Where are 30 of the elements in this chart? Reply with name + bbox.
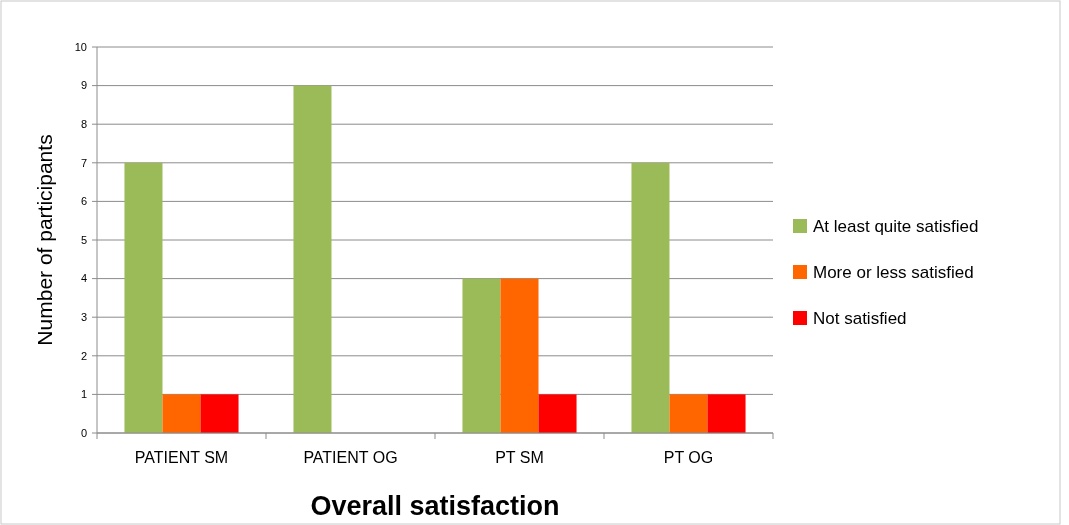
y-tick-label: 0 <box>80 426 87 439</box>
bar <box>162 394 201 433</box>
bar <box>707 394 746 433</box>
y-tick-label: 6 <box>80 195 87 208</box>
y-tick-label: 7 <box>80 156 87 169</box>
legend-label: At least quite satisfied <box>813 216 979 236</box>
bar <box>631 162 670 433</box>
bar <box>462 278 501 433</box>
y-tick-label: 2 <box>80 349 87 362</box>
x-tick-label: PATIENT SM <box>134 449 229 466</box>
y-tick-label: 5 <box>80 233 87 246</box>
bar <box>500 278 539 433</box>
y-axis-title: Number of participants <box>33 134 56 346</box>
bar <box>669 394 708 433</box>
bar <box>124 162 163 433</box>
x-tick-label: PT SM <box>495 449 544 466</box>
y-tick-label: 4 <box>80 272 87 285</box>
y-tick-label: 8 <box>80 118 87 131</box>
legend-label: More or less satisfied <box>813 262 974 282</box>
x-axis-title: Overall satisfaction <box>310 491 560 521</box>
y-tick-label: 9 <box>80 79 87 92</box>
bar <box>200 394 239 433</box>
bar <box>293 85 332 433</box>
y-tick-label: 1 <box>80 388 87 401</box>
bar <box>538 394 577 433</box>
legend-label: Not satisfied <box>813 308 907 328</box>
x-tick-label: PATIENT OG <box>303 449 398 466</box>
y-tick-label: 10 <box>74 40 87 53</box>
y-tick-label: 3 <box>80 311 87 324</box>
x-tick-label: PT OG <box>663 449 714 466</box>
